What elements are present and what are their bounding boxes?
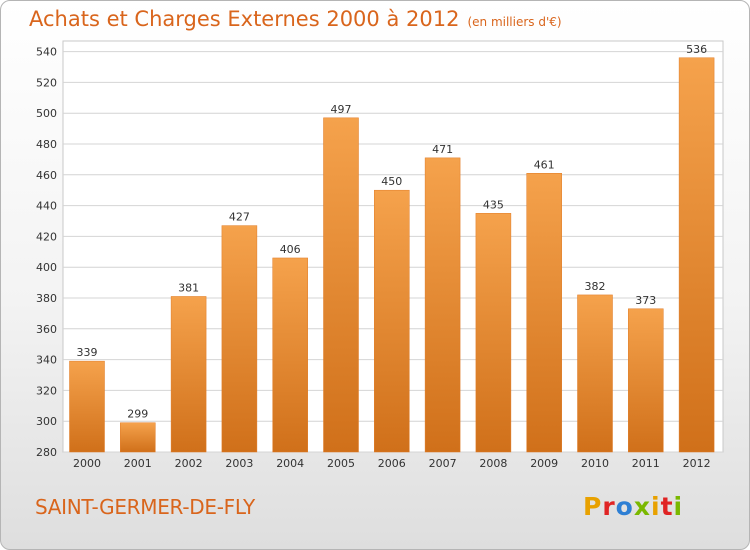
x-tick-label: 2002: [175, 457, 203, 470]
x-tick-label: 2009: [530, 457, 558, 470]
title-text: Achats et Charges Externes 2000 à 2012: [29, 7, 460, 31]
y-tick-label: 540: [36, 46, 57, 59]
data-label: 450: [381, 175, 402, 188]
x-tick-label: 2012: [683, 457, 711, 470]
data-label: 381: [178, 281, 199, 294]
commune-name: SAINT-GERMER-DE-FLY: [35, 495, 255, 519]
data-label: 497: [331, 103, 352, 116]
y-tick-label: 400: [36, 261, 57, 274]
y-tick-label: 500: [36, 107, 57, 120]
x-axis-labels: 2000 2001 2002 2003 2004 2005 2006 2007 2008 2009…: [73, 457, 711, 470]
y-tick-label: 340: [36, 354, 57, 367]
logo-letter: t: [660, 492, 674, 521]
y-tick-label: 360: [36, 323, 57, 336]
bar: [323, 117, 359, 453]
data-label: 299: [127, 408, 148, 421]
bar: [526, 173, 562, 453]
logo-letter: x: [633, 492, 651, 521]
bar: [120, 422, 156, 453]
data-label: 382: [585, 280, 606, 293]
bar: [69, 360, 105, 453]
x-tick-label: 2001: [124, 457, 152, 470]
bar: [374, 189, 410, 453]
y-tick-label: 440: [36, 200, 57, 213]
data-label: 427: [229, 211, 250, 224]
bars: [69, 57, 715, 453]
logo-letter: o: [615, 492, 634, 521]
value-labels: 339 299 381 427 406 497 450 471 435 461 382 373 536: [77, 43, 708, 421]
data-label: 373: [635, 294, 656, 307]
data-label: 339: [77, 346, 98, 359]
bar: [221, 225, 258, 453]
y-tick-label: 320: [36, 384, 57, 397]
x-tick-label: 2008: [479, 457, 507, 470]
x-tick-label: 2006: [378, 457, 406, 470]
y-tick-label: 380: [36, 292, 57, 305]
chart-subtitle: (en milliers d'€): [467, 15, 562, 29]
logo-letter: P: [583, 492, 603, 521]
y-tick-label: 480: [36, 138, 57, 151]
logo-letter: i: [673, 492, 684, 521]
proxiti-logo: Proxiti: [583, 492, 683, 521]
data-label: 435: [483, 198, 504, 211]
bar: [678, 57, 715, 453]
x-tick-label: 2003: [225, 457, 253, 470]
x-tick-label: 2000: [73, 457, 101, 470]
x-tick-label: 2010: [581, 457, 609, 470]
x-tick-label: 2005: [327, 457, 355, 470]
bar: [170, 296, 207, 453]
x-tick-label: 2007: [429, 457, 457, 470]
bar: [577, 294, 613, 453]
data-label: 536: [686, 43, 707, 56]
x-tick-label: 2004: [276, 457, 304, 470]
y-tick-label: 520: [36, 76, 57, 89]
y-tick-label: 280: [36, 446, 57, 459]
bar: [424, 157, 461, 453]
x-tick-label: 2011: [632, 457, 660, 470]
y-tick-label: 300: [36, 415, 57, 428]
y-tick-label: 420: [36, 230, 57, 243]
data-label: 461: [534, 158, 555, 171]
data-label: 471: [432, 143, 453, 156]
y-axis-labels: 280 300 320 340 360 380 400 420 440 460 480 500 520 5…: [36, 46, 57, 459]
bar: [475, 213, 512, 453]
logo-letter: i: [651, 492, 661, 521]
logo-letter: r: [602, 492, 616, 521]
y-tick-label: 460: [36, 169, 57, 182]
chart-title: Achats et Charges Externes 2000 à 2012 (e…: [29, 7, 562, 31]
data-label: 406: [280, 243, 301, 256]
bar: [628, 308, 664, 453]
bar: [272, 257, 308, 453]
